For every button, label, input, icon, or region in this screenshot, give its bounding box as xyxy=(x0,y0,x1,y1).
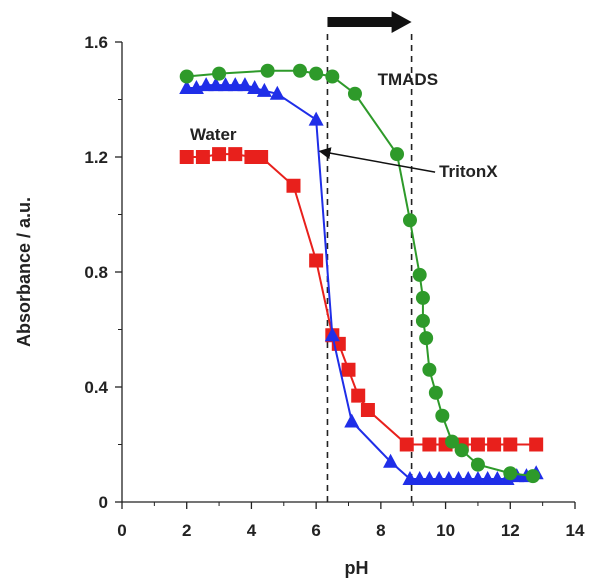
data-point-tritonx xyxy=(402,471,418,485)
data-point-water xyxy=(470,437,485,452)
data-point-tmads xyxy=(428,385,443,400)
y-tick-label: 0.8 xyxy=(84,263,108,282)
data-point-tritonx xyxy=(489,471,505,485)
x-tick-label: 12 xyxy=(501,521,520,540)
x-axis-title: pH xyxy=(345,558,369,578)
series-line-tmads xyxy=(186,69,534,478)
data-point-tritonx xyxy=(179,80,195,94)
x-tick-label: 2 xyxy=(182,521,191,540)
data-point-tritonx xyxy=(227,77,243,92)
data-point-tritonx xyxy=(247,80,263,94)
y-tick-label: 0.4 xyxy=(84,378,108,397)
x-tick-label: 10 xyxy=(436,521,455,540)
data-point-tritonx xyxy=(431,471,447,485)
data-point-tritonx xyxy=(308,111,324,126)
data-point-tmads xyxy=(325,69,340,84)
data-point-water xyxy=(351,388,366,403)
data-point-tmads xyxy=(454,443,469,458)
data-point-tmads xyxy=(347,86,362,101)
data-point-water xyxy=(195,150,210,164)
data-point-water xyxy=(286,178,301,193)
data-point-tritonx xyxy=(256,82,272,97)
data-point-tmads xyxy=(179,69,194,84)
data-point-tmads xyxy=(415,313,430,328)
direction-arrow xyxy=(327,11,412,33)
annotation-tritonx: TritonX xyxy=(439,162,498,181)
data-point-water xyxy=(422,437,437,452)
data-point-tritonx xyxy=(269,85,285,100)
annotation-water: Water xyxy=(190,125,237,144)
y-axis-title: Absorbance / a.u. xyxy=(14,197,34,347)
axes: 0 2 4 6 8 10 12 14 0 0.4 0.8 1.2 1.6 pH Absorbance / a… xyxy=(14,33,585,578)
data-point-tritonx xyxy=(237,77,253,92)
data-point-water xyxy=(487,437,502,452)
data-point-water xyxy=(254,150,269,164)
data-point-water xyxy=(529,437,544,452)
data-point-water xyxy=(179,150,194,164)
data-point-water xyxy=(503,437,518,452)
data-point-tmads xyxy=(260,63,275,78)
data-point-tmads xyxy=(309,66,324,81)
data-point-tmads xyxy=(402,213,417,228)
x-tick-label: 8 xyxy=(376,521,385,540)
data-point-water xyxy=(212,147,227,162)
data-point-tmads xyxy=(503,466,518,481)
annotation-tmads: TMADS xyxy=(378,70,438,89)
data-point-tmads xyxy=(292,63,307,78)
annotation-pointer xyxy=(318,147,436,173)
data-point-water xyxy=(228,147,243,162)
data-point-tritonx xyxy=(451,471,467,485)
data-point-tritonx xyxy=(208,77,224,92)
data-point-tmads xyxy=(435,408,450,423)
data-point-tmads xyxy=(390,147,405,162)
data-point-water xyxy=(360,403,375,417)
data-point-tritonx xyxy=(470,471,486,485)
data-point-tmads xyxy=(525,469,540,484)
data-point-water xyxy=(341,362,356,377)
data-point-tmads xyxy=(422,362,437,377)
y-tick-label: 1.2 xyxy=(84,148,108,167)
data-point-water xyxy=(399,437,414,452)
data-point-tritonx xyxy=(324,327,340,342)
x-tick-label: 0 xyxy=(117,521,126,540)
data-point-tritonx xyxy=(412,471,428,485)
y-tick-label: 1.6 xyxy=(84,33,108,52)
series-line-tritonx xyxy=(186,84,537,480)
data-point-tmads xyxy=(419,331,434,346)
annotations: Water TMADS TritonX xyxy=(190,70,498,181)
x-tick-label: 4 xyxy=(247,521,257,540)
data-point-tmads xyxy=(470,457,485,472)
x-tick-label: 14 xyxy=(566,521,585,540)
data-point-tritonx xyxy=(218,77,234,92)
data-point-tritonx xyxy=(421,471,437,485)
data-point-tmads xyxy=(445,434,460,449)
data-point-tritonx xyxy=(460,471,476,485)
data-point-tritonx xyxy=(480,471,496,485)
data-point-tmads xyxy=(415,290,430,305)
data-point-tritonx xyxy=(383,453,399,468)
data-point-tmads xyxy=(212,66,227,81)
data-point-tritonx xyxy=(344,413,360,428)
x-tick-label: 6 xyxy=(311,521,320,540)
data-point-water xyxy=(309,253,324,268)
data-point-tritonx xyxy=(198,77,214,92)
data-point-tritonx xyxy=(441,471,457,485)
series-group xyxy=(179,63,544,485)
data-point-tmads xyxy=(412,267,427,282)
y-tick-label: 0 xyxy=(99,493,108,512)
